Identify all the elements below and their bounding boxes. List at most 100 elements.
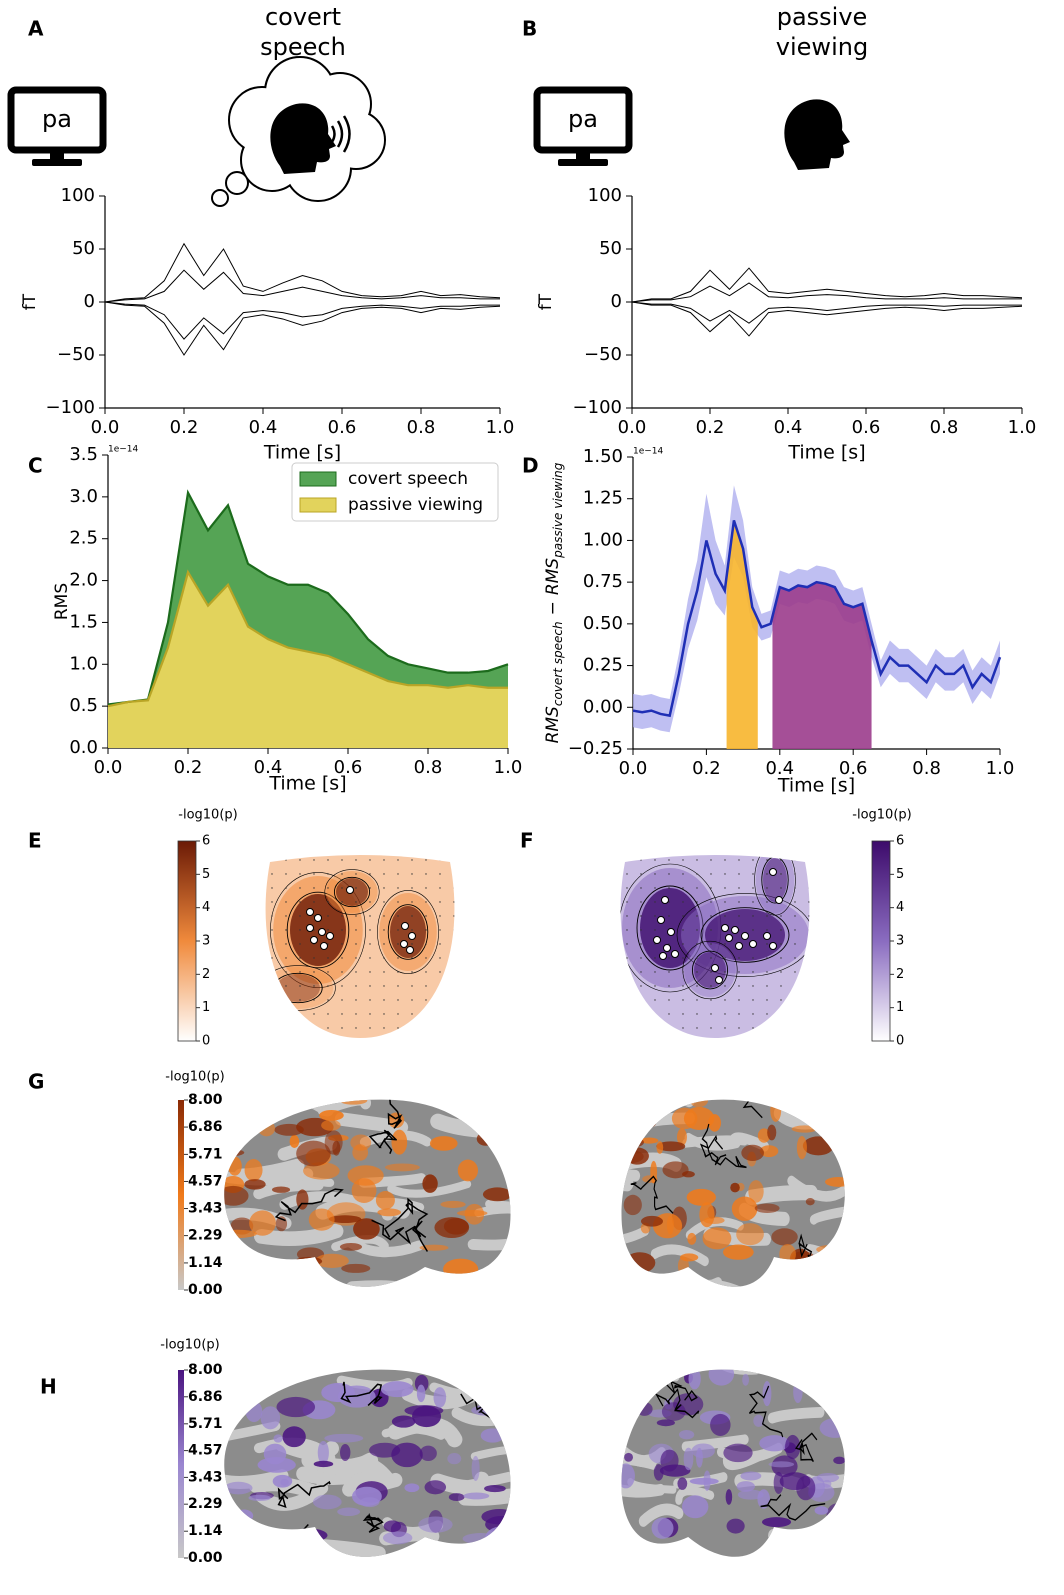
activation-patch (821, 1101, 838, 1119)
sensor (453, 985, 455, 987)
sensor (766, 929, 768, 931)
colorbar-tick-label: 1 (896, 1000, 904, 1015)
colorbar-tick-label: 0 (896, 1034, 904, 1049)
sensor (808, 943, 810, 945)
gyrus (809, 1205, 845, 1225)
sensor (682, 957, 684, 959)
sensor (808, 915, 810, 917)
activation-patch (380, 1381, 414, 1398)
sensor (397, 915, 399, 917)
significant-sensor (749, 940, 757, 948)
monitor-icon (533, 86, 633, 166)
activation-patch (224, 1135, 235, 1148)
significant-sensor (769, 868, 777, 876)
sensor (626, 985, 628, 987)
sensor (439, 943, 441, 945)
sensor (710, 1027, 712, 1029)
x-tick-label: 0.0 (619, 758, 648, 779)
activation-patch (682, 1495, 709, 1519)
sensor (369, 971, 371, 973)
y-tick-label: 1.25 (583, 488, 623, 509)
significant-sensor (346, 886, 354, 894)
sensor (696, 957, 698, 959)
activation-patch (239, 1111, 260, 1137)
activation-patch (805, 1198, 815, 1206)
x-tick-label: 1.0 (1008, 417, 1037, 438)
activation-patch (382, 1531, 413, 1545)
significance-window (726, 520, 758, 749)
activation-patch (258, 1120, 275, 1137)
sensor (397, 887, 399, 889)
sensor (285, 999, 287, 1001)
topomap-contour (377, 890, 439, 974)
y-tick-label: 0.00 (583, 696, 623, 717)
sensor (453, 887, 455, 889)
activation-patch (703, 1470, 711, 1491)
activation-patch (296, 1189, 309, 1210)
activation-patch (482, 1187, 511, 1202)
activation-patch (647, 1116, 657, 1128)
significant-sensor (735, 942, 743, 950)
activation-patch (429, 1136, 458, 1151)
activation-patch (324, 1433, 364, 1443)
y-tick-label: 2.5 (69, 528, 98, 549)
sensor (724, 985, 726, 987)
significant-sensor (400, 940, 408, 948)
x-axis-label: Time [s] (263, 442, 341, 464)
gyrus (803, 1244, 845, 1269)
activation-patch (369, 1442, 401, 1458)
sensor (724, 943, 726, 945)
sensor (271, 943, 273, 945)
y-tick-label: 0.25 (583, 655, 623, 676)
sensor (299, 887, 301, 889)
area-edge (107, 569, 508, 708)
activation-patch (341, 1263, 371, 1273)
colorbar-tick-label: 4.57 (188, 1173, 223, 1189)
panel-letter: E (28, 829, 42, 853)
x-tick-label: 0.0 (618, 417, 647, 438)
sensor (654, 859, 656, 861)
activation-patch (691, 1443, 715, 1459)
sensor (780, 985, 782, 987)
significance-contour (283, 1524, 309, 1557)
sensor (724, 971, 726, 973)
activation-patch (737, 1489, 764, 1500)
gyrus (768, 1528, 827, 1552)
significance-contour (748, 1385, 784, 1438)
x-tick-label: 0.8 (407, 417, 436, 438)
sensor (439, 901, 441, 903)
sensor (640, 873, 642, 875)
activation-patch (621, 1149, 644, 1164)
sensor (439, 873, 441, 875)
sensor (780, 859, 782, 861)
sensor (654, 929, 656, 931)
sensor (654, 985, 656, 987)
activation-patch (723, 1443, 753, 1463)
sensor (411, 929, 413, 931)
activation-patch (796, 1135, 807, 1160)
topomap-contour (676, 893, 810, 977)
panel-letter: A (28, 17, 44, 41)
significance-contour (368, 1129, 397, 1154)
sensor (299, 943, 301, 945)
sensor (752, 985, 754, 987)
x-tick-label: 0.6 (328, 417, 357, 438)
sensor (640, 915, 642, 917)
sensor (327, 999, 329, 1001)
gyrus (273, 1530, 330, 1553)
gyrus (233, 1158, 305, 1183)
activation-patch (759, 1435, 790, 1452)
sensor (341, 1013, 343, 1015)
activation-patch (791, 1125, 818, 1133)
activation-patch (456, 1210, 488, 1217)
sensor (668, 971, 670, 973)
sensor (766, 1013, 768, 1015)
topomap-contour (270, 872, 366, 988)
activation-patch (682, 1171, 695, 1178)
activation-patch (653, 1464, 664, 1481)
activation-patch (621, 1463, 635, 1489)
colorbar-label: -log10(p) (165, 1070, 224, 1085)
gyrus (621, 1376, 648, 1396)
trace-line (104, 301, 501, 356)
